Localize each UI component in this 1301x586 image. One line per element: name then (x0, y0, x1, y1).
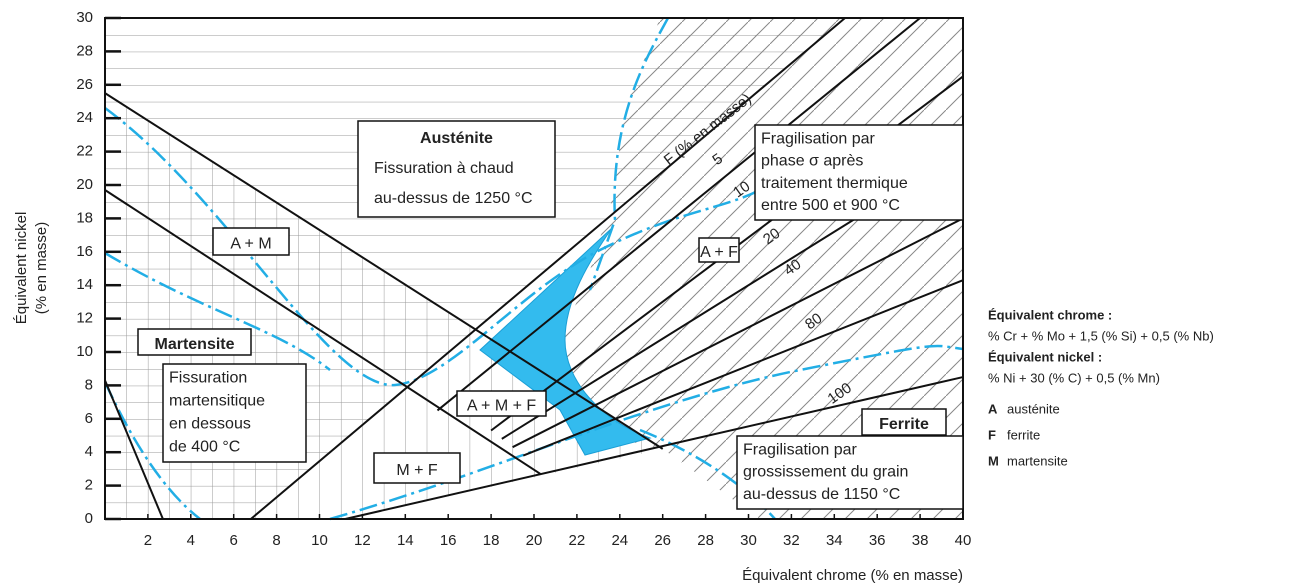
abbr-text: martensite (1007, 453, 1068, 468)
x-tick-label: 26 (654, 532, 671, 549)
y-tick-label: 20 (76, 176, 93, 193)
y-tick-label: 6 (85, 410, 93, 427)
annotation-text: au-dessus de 1250 °C (374, 190, 533, 207)
x-tick-label: 28 (697, 532, 714, 549)
annotation-text: Fissuration (169, 370, 247, 387)
line-label: 20 (760, 225, 783, 248)
boundary-line (104, 189, 541, 475)
y-tick-label: 26 (76, 76, 93, 93)
annotation-box (357, 120, 556, 218)
annotation-box (861, 408, 947, 436)
annotation-text: grossissement du grain (743, 464, 908, 481)
boundary-line (522, 279, 964, 457)
x-tick-label: 20 (526, 532, 543, 549)
x-tick-label: 18 (483, 532, 500, 549)
annotation-text: de 400 °C (169, 439, 240, 456)
x-tick-label: 34 (826, 532, 843, 549)
y-axis-label: Équivalent nickel (13, 212, 30, 325)
y-tick-label: 24 (76, 109, 93, 126)
boundary-line (345, 376, 964, 520)
annotation-box (736, 435, 964, 510)
annotation-box (754, 124, 964, 221)
annotation-box (698, 237, 740, 263)
line-label: 40 (781, 256, 804, 279)
abbr-key: F (988, 427, 996, 442)
x-axis-label: Équivalent chrome (% en masse) (742, 567, 963, 584)
annotation-box (456, 390, 547, 417)
y-tick-label: 22 (76, 143, 93, 160)
annotation-text: A + F (700, 244, 738, 261)
annotation-text: Austénite (420, 130, 493, 147)
annotation-box (212, 227, 290, 256)
x-tick-label: 40 (955, 532, 972, 549)
y-axis-label: (% en masse) (33, 222, 50, 315)
annotation-text: A + M + F (467, 398, 537, 415)
boundary-line (512, 217, 964, 449)
x-tick-label: 22 (569, 532, 586, 549)
x-tick-label: 14 (397, 532, 414, 549)
x-tick-label: 8 (272, 532, 280, 549)
annotation-text: M + F (396, 462, 438, 479)
annotation-text: au-dessus de 1150 °C (743, 486, 900, 503)
y-tick-label: 10 (76, 343, 93, 360)
note-text: % Cr + % Mo + 1,5 (% Si) + 0,5 (% Nb) (988, 328, 1214, 343)
boundary-line (250, 17, 846, 520)
y-tick-label: 18 (76, 209, 93, 226)
y-tick-label: 2 (85, 477, 93, 494)
x-tick-label: 2 (144, 532, 152, 549)
x-tick-label: 10 (311, 532, 328, 549)
annotation-text: entre 500 et 900 °C (761, 197, 900, 214)
note-text: % Ni + 30 (% C) + 0,5 (% Mn) (988, 370, 1160, 385)
boundary-line (104, 92, 664, 450)
x-tick-label: 6 (230, 532, 238, 549)
y-tick-label: 8 (85, 376, 93, 393)
cyan-region (479, 227, 652, 456)
annotation-text: phase σ après (761, 153, 863, 170)
x-tick-label: 32 (783, 532, 800, 549)
x-tick-label: 38 (912, 532, 929, 549)
note-text: Équivalent nickel : (988, 349, 1102, 364)
annotation-text: Fissuration à chaud (374, 160, 514, 177)
y-tick-label: 12 (76, 310, 93, 327)
annotation-text: Fragilisation par (743, 441, 858, 458)
y-tick-label: 28 (76, 42, 93, 59)
annotation-text: en dessous (169, 416, 251, 433)
line-label: 80 (802, 310, 825, 333)
boundary-line (104, 380, 164, 520)
annotation-box (373, 452, 461, 484)
y-tick-label: 4 (85, 443, 93, 460)
x-tick-label: 12 (354, 532, 371, 549)
y-tick-label: 30 (76, 9, 93, 26)
annotation-text: Ferrite (879, 416, 929, 433)
x-tick-label: 4 (187, 532, 195, 549)
abbr-text: austénite (1007, 401, 1060, 416)
y-tick-label: 16 (76, 243, 93, 260)
x-tick-label: 30 (740, 532, 757, 549)
y-tick-label: 0 (85, 510, 93, 527)
note-text: Équivalent chrome : (988, 307, 1112, 322)
abbr-key: A (988, 401, 998, 416)
y-tick-label: 14 (76, 276, 93, 293)
annotation-text: martensitique (169, 393, 265, 410)
x-tick-label: 24 (611, 532, 628, 549)
x-tick-label: 36 (869, 532, 886, 549)
annotation-text: Martensite (154, 336, 234, 353)
annotation-box (137, 328, 252, 356)
x-tick-label: 16 (440, 532, 457, 549)
abbr-text: ferrite (1007, 427, 1040, 442)
annotation-box (162, 363, 307, 463)
boundary-lines (104, 17, 964, 520)
annotation-text: A + M (230, 236, 271, 253)
annotation-text: Fragilisation par (761, 130, 876, 147)
boundary-line (436, 17, 921, 412)
line-label: 10 (730, 178, 753, 201)
abbr-key: M (988, 453, 999, 468)
annotation-text: traitement thermique (761, 175, 908, 192)
